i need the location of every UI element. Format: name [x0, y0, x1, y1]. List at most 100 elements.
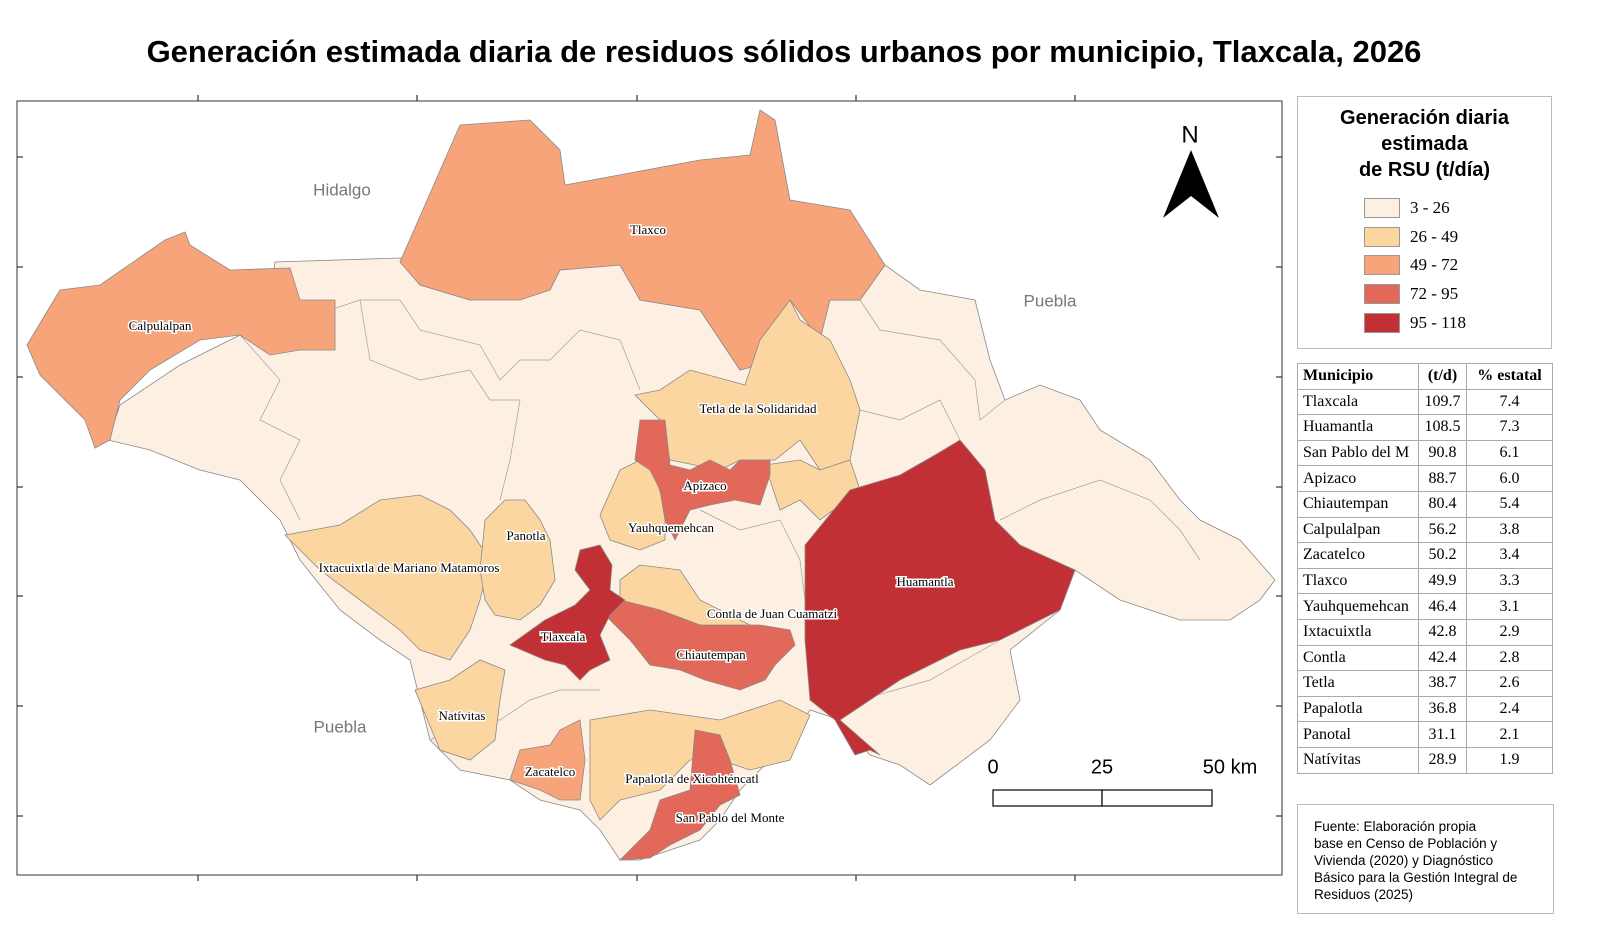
municipality	[804, 439, 1076, 756]
source-note: Fuente: Elaboración propia base en Censo …	[1297, 804, 1554, 914]
legend-title-line: Generación diaria	[1340, 107, 1509, 129]
table-cell: 3.1	[1466, 593, 1553, 620]
legend-swatch	[1364, 198, 1400, 218]
legend-swatch	[1364, 312, 1400, 333]
table-cell: San Pablo del M	[1297, 439, 1419, 467]
table-cell: Yauhquemehcan	[1297, 593, 1419, 620]
legend-title-line: de RSU (t/día)	[1358, 159, 1491, 181]
data-table: Municipio (t/d)% estatal Tlaxcala 109.7 7.4 H…	[1297, 363, 1553, 774]
table-cell: 108.5	[1418, 414, 1467, 441]
table-row: Tlaxco 49.9 3.3	[1297, 567, 1553, 595]
municipality	[479, 499, 556, 621]
municipality	[414, 659, 506, 761]
table-cell: Natívitas	[1297, 746, 1419, 774]
source-line: Vivienda (2020) y Diagnóstico	[1314, 853, 1494, 868]
municipality-label: Chiautempan	[676, 647, 746, 662]
region-label: Puebla	[314, 717, 367, 736]
table-cell: Huamantla	[1297, 414, 1419, 441]
scale-bar	[992, 789, 1103, 807]
municipality	[509, 719, 586, 801]
table-cell: 42.4	[1418, 644, 1467, 672]
table-cell: 7.4	[1466, 388, 1553, 416]
table-cell: 28.9	[1418, 746, 1467, 774]
table-cell: 46.4	[1418, 593, 1467, 620]
legend-swatch	[1364, 255, 1400, 276]
table-cell: Tlaxco	[1297, 567, 1419, 595]
municipality-label: San Pablo del Monte	[676, 810, 785, 825]
table-cell: 36.8	[1418, 695, 1467, 723]
table-cell: 2.6	[1466, 670, 1553, 697]
legend-label: 26 - 49	[1410, 226, 1459, 246]
source-line: Fuente: Elaboración propia	[1314, 819, 1477, 834]
municipality-label: Tetla de la Solidaridad	[699, 401, 817, 416]
region-label: Puebla	[1024, 291, 1077, 310]
scale-label: 50 km	[1203, 756, 1257, 778]
table-cell: 2.4	[1466, 695, 1553, 723]
municipality	[26, 231, 336, 449]
table-cell: Tetla	[1297, 670, 1419, 697]
inner-boundaries	[239, 299, 1201, 741]
legend-title: Generación diaria estimada de RSU (t/día)	[1298, 105, 1551, 183]
table-cell: 6.1	[1466, 439, 1553, 467]
source-line: base en Censo de Población y	[1314, 836, 1498, 851]
legend-item: 49 - 72	[1364, 254, 1458, 276]
legend-title-line: estimada	[1381, 133, 1468, 155]
table-row: Panotal 31.1 2.1	[1297, 721, 1553, 748]
table-cell: 38.7	[1418, 670, 1467, 697]
table-cell: Contla	[1297, 644, 1419, 672]
table-cell: 5.4	[1466, 490, 1553, 518]
table-row: Chiautempan 80.4 5.4	[1297, 490, 1553, 518]
table-cell: 56.2	[1418, 516, 1467, 544]
table-cell: 42.8	[1418, 618, 1467, 646]
table-cell: 2.1	[1466, 721, 1553, 748]
municipality-label: Apizaco	[683, 478, 726, 493]
table-cell: 2.8	[1466, 644, 1553, 672]
legend-swatch	[1364, 226, 1400, 247]
north-arrow	[1163, 150, 1191, 218]
municipality-label: Tlaxco	[630, 222, 666, 237]
table-row: Yauhquemehcan 46.4 3.1	[1297, 593, 1553, 620]
municipality	[509, 544, 626, 681]
legend: Generación diaria estimada de RSU (t/día) …	[1297, 96, 1552, 349]
table-cell: 6.0	[1466, 465, 1553, 492]
legend-item: 95 - 118	[1364, 312, 1466, 334]
legend-item: 72 - 95	[1364, 283, 1458, 305]
table-cell: Chiautempan	[1297, 490, 1419, 518]
table-cell: Apizaco	[1297, 465, 1419, 492]
municipality-label: Panotla	[507, 528, 546, 543]
table-cell: Calpulalpan	[1297, 516, 1419, 544]
table-cell: 31.1	[1418, 721, 1467, 748]
title: Generación estimada diaria de residuos s…	[146, 34, 1422, 69]
municipality-label: Zacatelco	[525, 764, 576, 779]
table-row: Calpulalpan 56.2 3.8	[1297, 516, 1553, 544]
table-row: Tetla 38.7 2.6	[1297, 670, 1553, 697]
legend-label: 72 - 95	[1410, 284, 1459, 304]
table-cell: Papalotla	[1297, 695, 1419, 723]
table-header-row: Municipio (t/d)% estatal	[1297, 363, 1553, 390]
table-cell: 109.7	[1418, 388, 1467, 416]
table-cell: 3.4	[1466, 542, 1553, 569]
table-row: Contla 42.4 2.8	[1297, 644, 1553, 672]
legend-item: 26 - 49	[1364, 226, 1458, 248]
municipality-label: Ixtacuixtla de Mariano Matamoros	[319, 560, 500, 575]
legend-label: 95 - 118	[1410, 312, 1467, 332]
table-header-cell: Municipio	[1297, 363, 1419, 390]
north-arrow	[1191, 150, 1219, 218]
legend-label: 3 - 26	[1410, 198, 1450, 217]
table-header-cell: % estatal	[1466, 363, 1553, 390]
table-cell: Tlaxcala	[1297, 388, 1419, 416]
legend-item: 3 - 26	[1364, 197, 1450, 219]
table-cell: 2.9	[1466, 618, 1553, 646]
municipality-label: Yauhquemehcan	[628, 520, 715, 535]
municipality-label: Contla de Juan Cuamatzi	[707, 606, 838, 621]
map: Hidalgo Puebla Puebla Tlaxco Calpulalpan…	[16, 95, 1283, 881]
table-cell: Panotal	[1297, 721, 1419, 748]
municipality	[399, 109, 886, 371]
municipality	[599, 599, 796, 691]
table-row: Papalotla 36.8 2.4	[1297, 695, 1553, 723]
municipality-label: Natívitas	[439, 708, 486, 723]
table-row: Natívitas 28.9 1.9	[1297, 746, 1553, 774]
north-label: N	[1181, 121, 1198, 148]
table-cell: 90.8	[1418, 439, 1467, 467]
municipality-label: Papalotla de Xicohténcatl	[625, 771, 759, 786]
